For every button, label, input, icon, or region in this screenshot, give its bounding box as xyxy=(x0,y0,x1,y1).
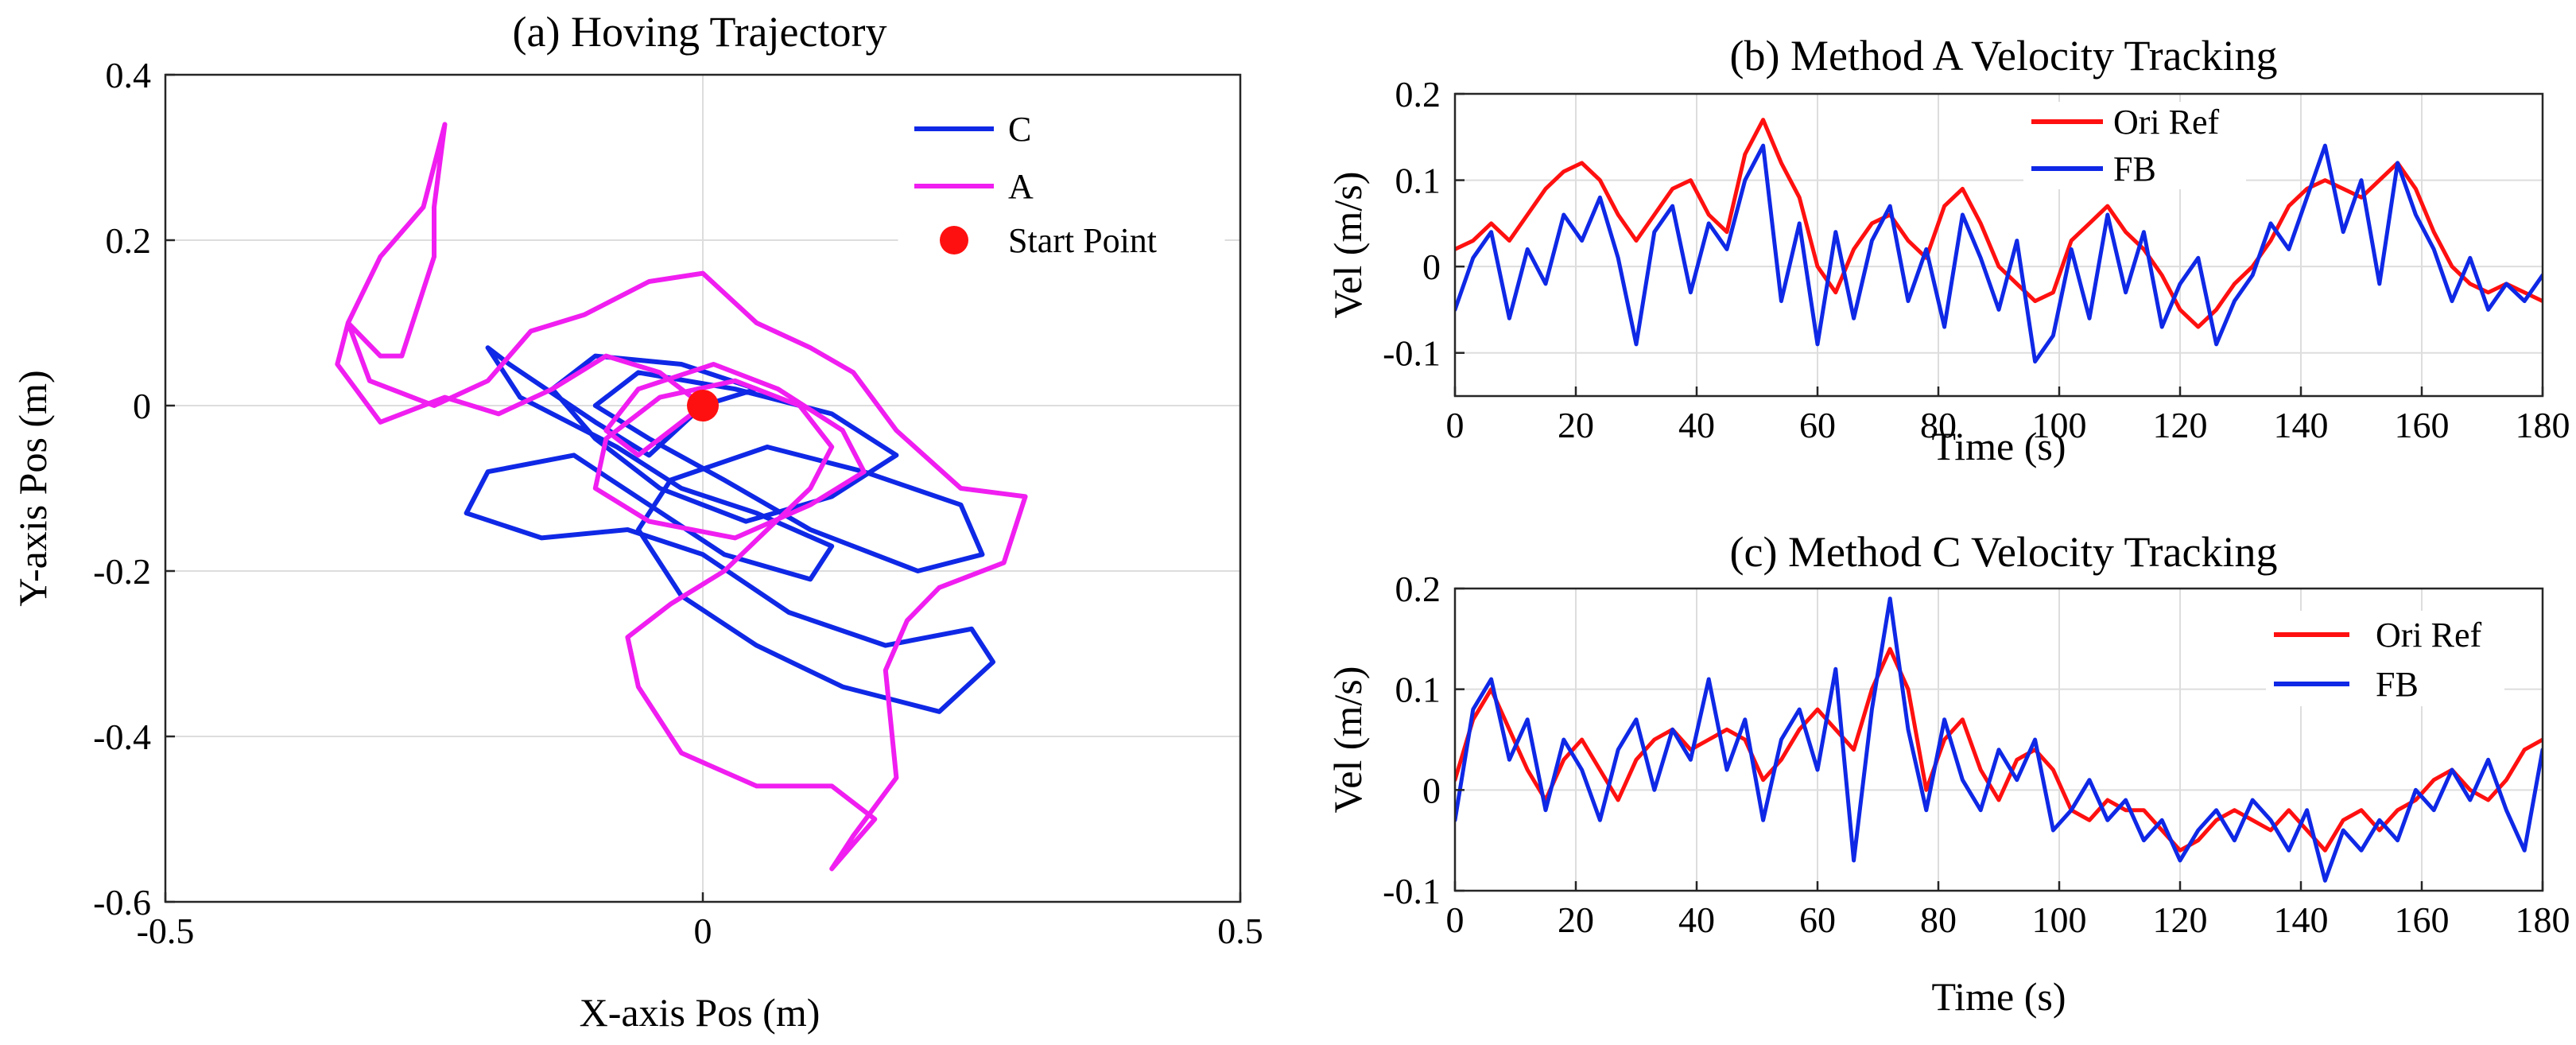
x-tick-label: 120 xyxy=(2153,899,2208,940)
x-tick-label: 20 xyxy=(1558,899,1594,940)
y-tick-label: 0.1 xyxy=(1395,670,1441,710)
panel-b-legend: Ori Ref FB xyxy=(2023,102,2246,189)
panel-a-trajectory-chart: (a) Hoving Trajectory -0.5 0 0.5-0.6-0.4-0… xyxy=(10,8,1263,1035)
y-tick-label: 0.2 xyxy=(106,220,152,261)
series-line-ori-ref xyxy=(1455,647,2543,853)
panel-c-legend: Ori Ref FB xyxy=(2266,611,2504,706)
x-tick-label: 120 xyxy=(2153,405,2208,445)
legend-label-ori-ref: Ori Ref xyxy=(2113,103,2220,142)
x-tick-label: 20 xyxy=(1558,405,1594,445)
panel-c-title: (c) Method C Velocity Tracking xyxy=(1730,528,2278,576)
panel-c-series xyxy=(1455,596,2543,883)
panel-b-series xyxy=(1455,118,2543,364)
panel-b-axes-box xyxy=(1453,92,2544,398)
panel-a-legend: C A Start Point xyxy=(898,98,1225,266)
y-tick-label: 0.2 xyxy=(1395,569,1441,609)
series-line-fb xyxy=(1455,143,2543,364)
legend-swatch-start-point xyxy=(940,226,968,254)
series-line-c xyxy=(464,345,995,714)
x-tick-label: 0 xyxy=(1446,405,1465,445)
legend-label-ori-ref: Ori Ref xyxy=(2376,616,2482,655)
x-tick-label: 60 xyxy=(1799,405,1836,445)
series-line-fb xyxy=(1455,596,2543,883)
legend-label-fb: FB xyxy=(2376,665,2419,704)
y-tick-label: 0.2 xyxy=(1395,74,1441,115)
panel-c-xlabel: Time (s) xyxy=(1931,974,2066,1019)
panel-a-ylabel: Y-axis Pos (m) xyxy=(10,370,55,606)
panel-b-ticks: 0 20 40 60 80 100 120 140 160 180-0.100.10.2 xyxy=(1383,74,2570,445)
panel-b-xlabel: Time (s) xyxy=(1931,424,2066,468)
x-tick-label: 80 xyxy=(1920,405,1957,445)
panel-a-ticks: -0.5 0 0.5 -0.6 -0.4 -0.2 0 0.2 0.4 xyxy=(93,55,1263,951)
x-tick-label: 60 xyxy=(1799,899,1836,940)
panel-b-legend-box xyxy=(2023,102,2246,189)
y-tick-label: -0.1 xyxy=(1383,871,1441,911)
panel-c-ticks: 0 20 40 60 80 100 120 140 160 180-0.100.10.2 xyxy=(1383,569,2570,940)
panel-a-xlabel: X-axis Pos (m) xyxy=(580,990,821,1035)
panel-c-ylabel: Vel (m/s) xyxy=(1325,666,1370,814)
x-tick-label: 80 xyxy=(1920,899,1957,940)
panel-b-title: (b) Method A Velocity Tracking xyxy=(1729,32,2277,80)
legend-label-start-point: Start Point xyxy=(1008,221,1157,260)
legend-label-a: A xyxy=(1008,167,1034,206)
x-tick-label: 180 xyxy=(2516,405,2570,445)
x-tick-label: -0.5 xyxy=(137,911,195,951)
legend-label-fb: FB xyxy=(2113,150,2156,188)
y-tick-label: 0.1 xyxy=(1395,161,1441,201)
x-tick-label: 160 xyxy=(2395,405,2450,445)
panel-c-velocity-chart: (c) Method C Velocity Tracking 0 20 40 60 80… xyxy=(1325,528,2570,1019)
x-tick-label: 100 xyxy=(2032,405,2087,445)
legend-label-c: C xyxy=(1008,110,1031,149)
panel-c-axes-box xyxy=(1453,587,2544,892)
y-tick-label: 0 xyxy=(1422,770,1441,810)
panel-b-velocity-chart: (b) Method A Velocity Tracking 0 20 40 60 80… xyxy=(1325,32,2570,468)
x-tick-label: 40 xyxy=(1678,405,1715,445)
y-tick-label: -0.6 xyxy=(93,882,151,923)
x-tick-label: 140 xyxy=(2274,405,2329,445)
x-tick-label: 0.5 xyxy=(1217,911,1263,951)
x-tick-label: 160 xyxy=(2395,899,2450,940)
y-tick-label: 0 xyxy=(1422,247,1441,287)
panel-c-legend-box xyxy=(2266,611,2504,706)
series-line-ori-ref xyxy=(1455,118,2543,329)
panel-b-ylabel: Vel (m/s) xyxy=(1325,172,1370,319)
panel-a-series xyxy=(335,122,1028,872)
panel-b-grid xyxy=(1454,93,2543,396)
y-tick-label: -0.1 xyxy=(1383,333,1441,374)
panel-a-title: (a) Hoving Trajectory xyxy=(513,8,887,56)
y-tick-label: -0.4 xyxy=(93,717,151,757)
y-tick-label: -0.2 xyxy=(93,551,151,592)
x-tick-label: 100 xyxy=(2032,899,2087,940)
y-tick-label: 0.4 xyxy=(106,55,152,95)
x-tick-label: 40 xyxy=(1678,899,1715,940)
y-tick-label: 0 xyxy=(133,386,151,426)
x-tick-label: 0 xyxy=(694,911,712,951)
x-tick-label: 140 xyxy=(2274,899,2329,940)
x-tick-label: 180 xyxy=(2516,899,2570,940)
start-point-marker xyxy=(687,390,719,421)
series-line-a xyxy=(335,122,1028,872)
x-tick-label: 0 xyxy=(1446,899,1465,940)
